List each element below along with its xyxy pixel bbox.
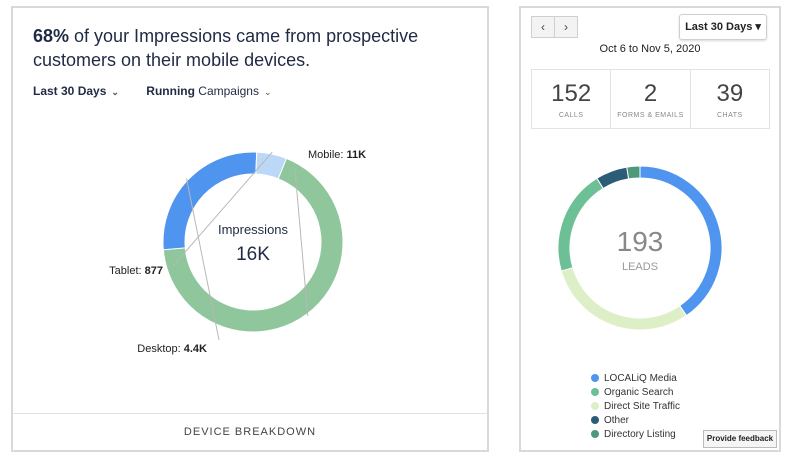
chevron-down-icon: ⌄ xyxy=(263,87,272,97)
leads-legend: LOCALiQ Media Organic Search Direct Site T… xyxy=(591,372,680,442)
slice-label-connector xyxy=(172,151,273,267)
stat-label: FORMS & EMAILS xyxy=(617,112,684,119)
donut-center-label: Impressions xyxy=(218,222,289,237)
legend-item[interactable]: Directory Listing xyxy=(591,428,680,442)
legend-item[interactable]: Organic Search xyxy=(591,386,680,400)
legend-swatch xyxy=(591,388,599,397)
legend-label: Direct Site Traffic xyxy=(604,401,680,412)
stat-value: 39 xyxy=(716,80,744,107)
legend-swatch xyxy=(591,430,599,439)
legend-label: Other xyxy=(604,415,630,426)
slice-other[interactable] xyxy=(596,166,630,190)
campaign-status-filter[interactable]: Running Campaigns ⌄ xyxy=(146,84,271,98)
date-range-filter[interactable]: Last 30 Days ⌄ xyxy=(33,84,119,98)
section-footer: DEVICE BREAKDOWN xyxy=(13,413,487,450)
slice-label-desktop: Desktop: 4.4K xyxy=(137,343,207,355)
headline-percent: 68% xyxy=(33,26,70,46)
legend-item[interactable]: Other xyxy=(591,414,680,428)
stat-forms: 2 FORMS & EMAILS xyxy=(611,70,691,128)
headline: 68% of your Impressions came from prospe… xyxy=(33,24,473,72)
legend-label: Organic Search xyxy=(604,387,674,398)
leads-label: LEADS xyxy=(622,261,658,273)
legend-item[interactable]: Direct Site Traffic xyxy=(591,400,680,414)
legend-item[interactable]: LOCALiQ Media xyxy=(591,372,680,386)
slice-label-connector xyxy=(186,178,220,341)
headline-text: of your Impressions came from prospectiv… xyxy=(33,26,419,70)
date-nav: ‹ › xyxy=(531,16,578,38)
legend-label: LOCALiQ Media xyxy=(604,373,677,384)
chevron-right-icon[interactable]: › xyxy=(554,16,578,38)
leads-card: ‹ › Last 30 Days ▾ Oct 6 to Nov 5, 2020 1… xyxy=(519,6,781,452)
slice-directory-listing[interactable] xyxy=(626,165,641,180)
stat-label: CALLS xyxy=(558,112,584,119)
range-dropdown[interactable]: Last 30 Days ▾ xyxy=(679,14,767,40)
chevron-down-icon: ⌄ xyxy=(111,87,119,97)
stat-value: 152 xyxy=(551,80,592,107)
slice-label-tablet: Tablet: 877 xyxy=(109,265,163,277)
device-donut-chart: Mobile: 11K Desktop: 4.4K Tablet: 877 Impr… xyxy=(109,149,366,355)
campaign-status-rest: Campaigns xyxy=(194,84,259,98)
legend-swatch xyxy=(591,416,599,425)
stat-chats: 39 CHATS xyxy=(691,70,769,128)
slice-tablet[interactable] xyxy=(255,151,288,180)
provide-feedback-button[interactable]: Provide feedback xyxy=(703,430,777,448)
date-range-filter-label: Last 30 Days xyxy=(33,84,107,98)
slice-organic-search[interactable] xyxy=(557,177,604,272)
campaign-status-bold: Running xyxy=(146,84,195,98)
legend-label: Directory Listing xyxy=(604,429,676,440)
legend-swatch xyxy=(591,374,599,383)
slice-label-connector xyxy=(294,169,309,316)
leads-total: 193 xyxy=(617,226,664,257)
stat-calls: 152 CALLS xyxy=(532,70,612,128)
filter-bar: Last 30 Days ⌄ Running Campaigns ⌄ xyxy=(33,84,296,98)
slice-label-mobile: Mobile: 11K xyxy=(308,149,366,161)
stat-value: 2 xyxy=(643,80,658,107)
stat-label: CHATS xyxy=(716,112,743,119)
leads-donut-chart: 193 LEADS xyxy=(557,165,723,331)
slice-mobile[interactable] xyxy=(162,157,344,333)
device-breakdown-card: 68% of your Impressions came from prospe… xyxy=(11,6,489,452)
donut-center-value: 16K xyxy=(236,244,270,265)
stats-row: 152 CALLS 2 FORMS & EMAILS 39 CHATS xyxy=(531,69,770,129)
slice-direct-site-traffic[interactable] xyxy=(560,267,688,331)
legend-swatch xyxy=(591,402,599,411)
date-range-text: Oct 6 to Nov 5, 2020 xyxy=(599,43,701,55)
